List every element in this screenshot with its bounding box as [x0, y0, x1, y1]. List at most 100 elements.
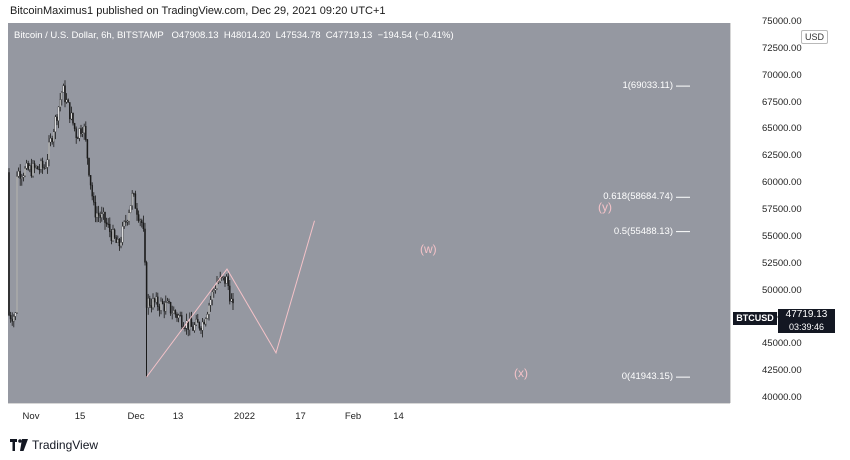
candle-body [133, 193, 135, 195]
candle-body [147, 298, 149, 308]
candle-body [80, 128, 82, 134]
footer-brand[interactable]: TradingView [10, 438, 98, 452]
candle-body [176, 314, 178, 319]
candle-body [109, 223, 111, 232]
candle-body [213, 290, 215, 293]
candle-body [73, 123, 76, 129]
candle-body [65, 99, 68, 103]
price-axis[interactable] [730, 23, 843, 403]
candle-body [35, 166, 37, 168]
candle-body [27, 163, 29, 170]
candle-body [209, 299, 212, 306]
candle-body [136, 208, 138, 215]
candle-body [8, 172, 10, 316]
wave-label-w: (w) [420, 242, 437, 256]
candle-body [78, 128, 81, 139]
price-chart[interactable] [8, 23, 730, 403]
y-tick-label: 42500.00 [762, 365, 802, 377]
candle-body [112, 229, 114, 241]
candle-body [157, 296, 159, 307]
symbol-title: Bitcoin / U.S. Dollar, 6h, BITSTAMP [14, 30, 164, 41]
x-tick-label: Feb [344, 411, 362, 422]
y-tick-label: 65000.00 [762, 123, 802, 135]
candle-body [59, 99, 61, 108]
candle-body [166, 301, 169, 303]
candle-body [43, 167, 45, 169]
candle-body [104, 212, 106, 223]
x-tick-label: 2022 [233, 411, 256, 422]
candle-body [49, 138, 52, 143]
candle-body [62, 85, 65, 93]
low-value: 47534.78 [280, 30, 321, 41]
candle-body [38, 169, 41, 171]
candle-body [118, 239, 121, 247]
candle-body [177, 315, 180, 319]
wave-label-y: (y) [598, 200, 612, 214]
fib-label: 1(69033.11) [622, 80, 673, 92]
candle-body [16, 176, 18, 313]
y-tick-label: 72500.00 [762, 42, 802, 54]
candle-body [201, 321, 204, 331]
candle-body [168, 301, 170, 303]
y-tick-label: 67500.00 [762, 96, 802, 108]
candle-body [224, 276, 226, 284]
candle-body [37, 166, 39, 170]
candle-body [45, 167, 47, 169]
candle-body [145, 262, 148, 308]
candle-body [152, 298, 154, 308]
x-tick-label: Nov [22, 411, 40, 422]
y-tick-label: 62500.00 [762, 150, 802, 162]
candle-body [149, 298, 151, 306]
candle-body [107, 223, 109, 225]
change-value: −194.54 (−0.41%) [377, 30, 454, 41]
candle-body [165, 302, 167, 312]
candle-body [101, 213, 103, 218]
ticker-badge: BTCUSD [733, 312, 777, 325]
candle-body [51, 138, 53, 143]
currency-button[interactable]: USD [801, 30, 829, 44]
candle-body [85, 126, 87, 140]
candle-body [142, 222, 145, 230]
candle-body [94, 202, 97, 218]
candle-body [208, 305, 210, 315]
candle-body [41, 160, 44, 168]
candle-body [81, 132, 84, 134]
candle-body [121, 226, 124, 243]
candle-body [93, 196, 95, 203]
candle-body [134, 193, 137, 209]
candle-body [169, 302, 172, 314]
candle-body [150, 305, 153, 308]
candle-body [17, 171, 20, 177]
candle-body [163, 303, 165, 312]
candle-body [120, 242, 122, 247]
candle-body [193, 324, 196, 331]
candle-body [48, 141, 50, 160]
candle-body [131, 193, 133, 206]
candle-body [77, 137, 79, 139]
candle-body [217, 281, 220, 283]
candle-body [203, 321, 205, 325]
candle-body [33, 163, 36, 168]
open-label: O [171, 30, 179, 41]
candle-body [117, 239, 119, 243]
candle-body [123, 221, 125, 227]
candle-body [70, 112, 73, 120]
candle-body [128, 212, 130, 222]
candle-body [126, 220, 129, 223]
x-tick-label: 17 [295, 411, 306, 422]
candle-body [192, 326, 194, 331]
candle-body [97, 212, 100, 216]
candle-body [225, 276, 228, 284]
fib-label: 0(41943.15) [621, 371, 673, 383]
candle-body [197, 319, 199, 323]
candle-body [89, 175, 92, 186]
tradingview-logo-icon [10, 439, 28, 451]
candle-body [9, 315, 12, 320]
y-tick-label: 55000.00 [762, 230, 802, 242]
candle-body [25, 163, 28, 169]
candle-body [99, 215, 101, 218]
y-tick-label: 70000.00 [762, 69, 802, 81]
y-tick-label: 40000.00 [762, 392, 802, 403]
candle-body [46, 159, 49, 168]
time-axis[interactable] [8, 403, 730, 432]
